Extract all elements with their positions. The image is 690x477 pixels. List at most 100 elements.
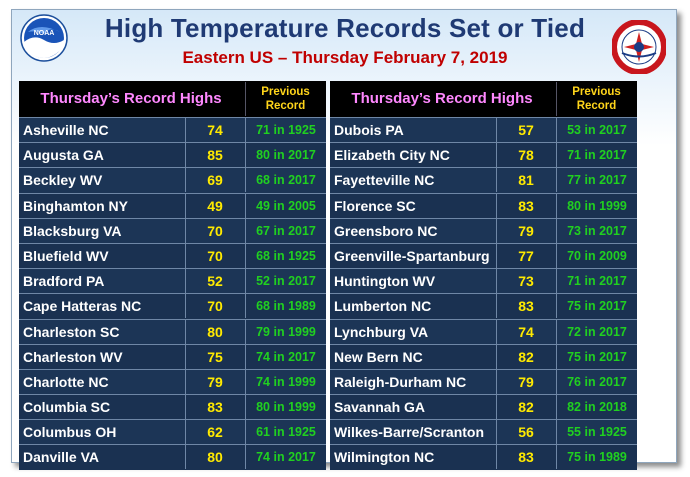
table-row: Columbus OH 62 61 in 1925 [19,419,326,445]
header-previous-line1: Previous [261,86,310,98]
city-name: Columbia SC [23,399,111,416]
previous-record: 75 in 2017 [556,294,637,319]
previous-record: 76 in 2017 [556,369,637,394]
city-name: Beckley WV [23,172,103,189]
previous-record: 82 in 2018 [556,395,637,420]
record-high: 74 [185,118,244,142]
previous-record: 80 in 1999 [245,395,326,420]
city-name: Greenville-Spartanburg SC [334,247,490,288]
page-title: High Temperature Records Set or Tied [104,13,586,43]
header-record-highs: Thursday’s Record Highs [351,90,533,107]
record-high: 49 [185,193,244,218]
previous-record: 71 in 1925 [245,118,326,142]
record-high: 83 [496,445,555,470]
record-high: 78 [496,143,555,168]
records-table-left: Thursday’s Record Highs Previous Record … [19,81,326,470]
previous-record: 73 in 2017 [556,218,637,243]
previous-record: 52 in 2017 [245,269,326,294]
table-row: Greensboro NC 79 73 in 2017 [330,217,637,243]
record-high: 52 [185,269,244,294]
previous-record: 74 in 2017 [245,445,326,470]
table-row: Lynchburg VA 74 72 in 2017 [330,318,637,344]
city-name: Cape Hatteras NC [23,298,142,315]
previous-record: 80 in 2017 [245,143,326,168]
city-name: Greensboro NC [334,222,438,239]
table-row: Dubois PA 57 53 in 2017 [330,117,637,143]
table-row: Augusta GA 85 80 in 2017 [19,142,326,168]
record-high: 80 [185,445,244,470]
city-name: Asheville NC [23,122,109,138]
previous-record: 79 in 1999 [245,319,326,344]
table-row: Asheville NC 74 71 in 1925 [19,117,326,143]
previous-record: 61 in 1925 [245,420,326,445]
previous-record: 68 in 2017 [245,168,326,193]
table-row: Binghamton NY 49 49 in 2005 [19,192,326,218]
table-row: Huntington WV 73 71 in 2017 [330,268,637,294]
city-name: Columbus OH [23,424,117,441]
record-high: 73 [496,269,555,294]
table-row: Florence SC 83 80 in 1999 [330,192,637,218]
table-row: Blacksburg VA 70 67 in 2017 [19,217,326,243]
table-row: Danville VA 80 74 in 2017 [19,444,326,470]
previous-record: 71 in 2017 [556,269,637,294]
city-name: Huntington WV [334,273,436,290]
previous-record: 71 in 2017 [556,143,637,168]
record-high: 79 [496,218,555,243]
record-high: 69 [185,168,244,193]
previous-record: 68 in 1989 [245,294,326,319]
previous-record: 49 in 2005 [245,193,326,218]
table-row: Charleston SC 80 79 in 1999 [19,318,326,344]
previous-record: 67 in 2017 [245,218,326,243]
previous-record: 55 in 1925 [556,420,637,445]
city-name: Binghamton NY [23,197,128,214]
record-high: 82 [496,344,555,369]
table-header: Thursday’s Record Highs Previous Record [19,81,326,117]
header-previous-line2: Record [265,100,306,112]
noaa-logo-icon: NOAA [20,14,68,62]
record-high: 77 [496,243,555,268]
city-name: Charleston WV [23,348,123,365]
city-name: New Bern NC [334,348,423,365]
record-high: 85 [185,143,244,168]
table-row: Bluefield WV 70 68 in 1925 [19,242,326,269]
record-high: 70 [185,243,244,268]
city-name: Bradford PA [23,273,105,290]
previous-record: 70 in 2009 [556,243,637,268]
table-row: Cape Hatteras NC 70 68 in 1989 [19,293,326,319]
record-high: 70 [185,294,244,319]
city-name: Florence SC [334,197,416,214]
record-high: 83 [496,294,555,319]
city-name: Charlotte NC [23,373,109,390]
nws-logo-icon [612,20,666,74]
svg-text:NOAA: NOAA [34,30,55,37]
city-name: Wilmington NC [334,449,435,466]
record-high: 82 [496,395,555,420]
header-record-highs: Thursday’s Record Highs [40,90,222,107]
record-high: 62 [185,420,244,445]
previous-record: 53 in 2017 [556,118,637,142]
previous-record: 68 in 1925 [245,243,326,268]
header-previous-record: Previous Record [245,82,325,116]
previous-record: 72 in 2017 [556,319,637,344]
city-name: Bluefield WV [23,247,109,264]
record-high: 81 [496,168,555,193]
city-name: Raleigh-Durham NC [334,373,467,390]
table-header: Thursday’s Record Highs Previous Record [330,81,637,117]
table-row: Charleston WV 75 74 in 2017 [19,343,326,369]
city-name: Danville VA [23,449,99,466]
record-high: 83 [185,395,244,420]
city-name: Dubois PA [334,122,404,138]
table-row: New Bern NC 82 75 in 2017 [330,343,637,369]
previous-record: 77 in 2017 [556,168,637,193]
record-high: 57 [496,118,555,142]
table-row: Raleigh-Durham NC 79 76 in 2017 [330,368,637,395]
city-name: Blacksburg VA [23,222,122,239]
previous-record: 74 in 2017 [245,344,326,369]
table-row: Wilmington NC 83 75 in 1989 [330,444,637,470]
page-subtitle: Eastern US – Thursday February 7, 2019 [182,48,508,67]
city-name: Lumberton NC [334,298,432,315]
record-high: 79 [185,369,244,394]
city-name: Savannah GA [334,399,426,416]
header-previous-record: Previous Record [556,82,636,116]
table-row: Columbia SC 83 80 in 1999 [19,394,326,420]
